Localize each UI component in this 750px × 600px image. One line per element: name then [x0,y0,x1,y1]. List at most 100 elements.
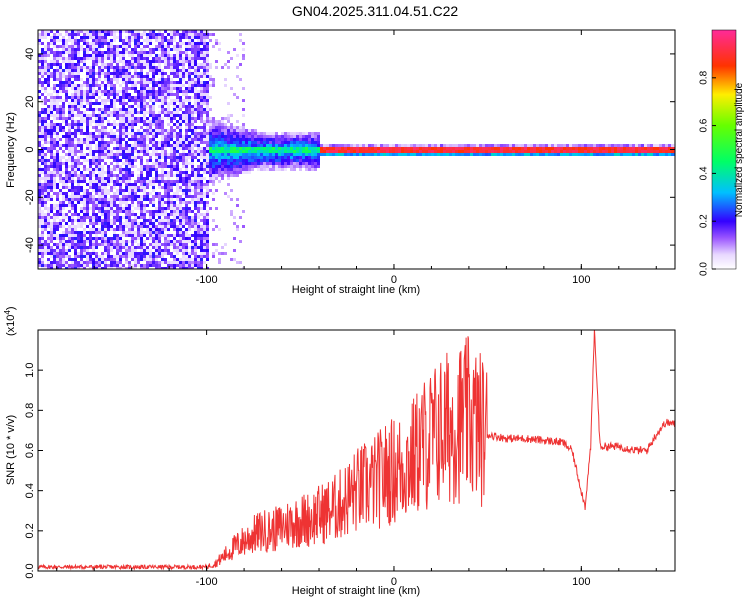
heatmap-cell [128,246,131,249]
heatmap-cell [185,117,188,120]
heatmap-cell [284,141,287,144]
heatmap-cell [74,264,77,267]
heatmap-cell [245,168,248,171]
heatmap-cell [188,267,191,269]
heatmap-cell [269,156,272,159]
heatmap-cell [77,231,80,234]
heatmap-cell [149,153,152,156]
heatmap-cell [38,120,41,123]
heatmap-cell [395,144,398,147]
heatmap-cell [191,81,194,84]
heatmap-cell [155,39,158,42]
heatmap-cell [125,102,128,105]
heatmap-cell [182,261,185,264]
heatmap-cell [479,144,482,147]
heatmap-cell [116,207,119,210]
heatmap-cell [170,180,173,183]
heatmap-cell [92,168,95,171]
heatmap-cell [182,135,185,138]
heatmap-cell [188,261,191,264]
heatmap-cell [188,138,191,141]
heatmap-cell [215,189,218,192]
heatmap-cell [338,144,341,147]
heatmap-cell [116,183,119,186]
heatmap-cell [296,165,299,168]
heatmap-cell [56,210,59,213]
heatmap-cell [194,183,197,186]
heatmap-cell [92,195,95,198]
heatmap-cell [56,117,59,120]
heatmap-cell [302,147,305,150]
heatmap-cell [473,147,476,150]
heatmap-cell [65,174,68,177]
heatmap-cell [143,267,146,269]
heatmap-cell [98,198,101,201]
heatmap-cell [92,120,95,123]
heatmap-cell [296,162,299,165]
heatmap-cell [146,117,149,120]
heatmap-cell [482,144,485,147]
heatmap-cell [200,111,203,114]
heatmap-cell [206,240,209,243]
heatmap-cell [617,144,620,147]
heatmap-cell [107,258,110,261]
heatmap-cell [68,165,71,168]
heatmap-cell [95,39,98,42]
heatmap-cell [170,234,173,237]
heatmap-cell [131,84,134,87]
heatmap-cell [179,189,182,192]
heatmap-cell [80,219,83,222]
heatmap-cell [194,174,197,177]
heatmap-cell [212,168,215,171]
heatmap-cell [77,111,80,114]
heatmap-cell [167,252,170,255]
heatmap-cell [305,159,308,162]
heatmap-cell [119,267,122,269]
heatmap-cell [503,144,506,147]
heatmap-cell [470,150,473,153]
heatmap-cell [218,252,221,255]
heatmap-cell [101,210,104,213]
heatmap-cell [251,138,254,141]
heatmap-cell [179,240,182,243]
heatmap-cell [194,180,197,183]
heatmap-cell [167,81,170,84]
heatmap-cell [266,147,269,150]
heatmap-cell [203,69,206,72]
heatmap-cell [122,246,125,249]
heatmap-cell [53,231,56,234]
heatmap-cell [77,63,80,66]
heatmap-cell [59,99,62,102]
heatmap-cell [224,141,227,144]
heatmap-cell [179,264,182,267]
heatmap-cell [179,225,182,228]
heatmap-cell [74,51,77,54]
heatmap-cell [158,117,161,120]
heatmap-cell [284,162,287,165]
heatmap-cell [44,177,47,180]
heatmap-cell [77,42,80,45]
heatmap-cell [281,147,284,150]
heatmap-cell [176,192,179,195]
heatmap-cell [104,66,107,69]
heatmap-cell [194,63,197,66]
heatmap-cell [260,135,263,138]
heatmap-cell [170,144,173,147]
heatmap-cell [194,144,197,147]
heatmap-cell [188,258,191,261]
heatmap-cell [62,201,65,204]
heatmap-cell [203,75,206,78]
heatmap-cell [488,150,491,153]
heatmap-cell [200,219,203,222]
heatmap-cell [134,108,137,111]
heatmap-cell [407,147,410,150]
heatmap-cell [167,123,170,126]
heatmap-cell [74,105,77,108]
heatmap-cell [275,165,278,168]
heatmap-cell [53,237,56,240]
heatmap-cell [497,153,500,156]
heatmap-cell [143,75,146,78]
heatmap-cell [89,105,92,108]
heatmap-cell [161,54,164,57]
